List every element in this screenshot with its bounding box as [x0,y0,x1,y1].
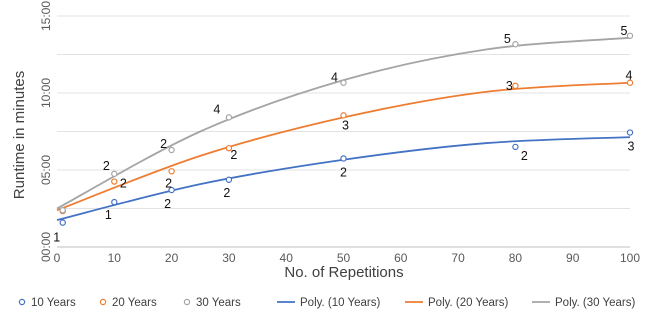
data-label: 1 [105,208,112,222]
data-point-s3 [111,170,118,178]
trendline-2 [56,81,631,212]
data-label: 2 [164,197,171,211]
x-tick-label: 30 [222,251,236,265]
data-label: 4 [213,102,220,116]
data-point-s3 [168,146,175,154]
data-point-s3 [225,114,233,121]
legend-label: Poly. (30 Years) [555,297,636,309]
grid-layer [57,15,630,248]
y-tick-label: 10:00 [39,78,53,108]
data-label: 5 [621,24,628,38]
data-label: 5 [504,32,511,46]
data-label: 1 [53,231,60,245]
legend: 10 Years 20 Years 30 Years Poly. (10 Years)… [18,297,636,309]
data-point-s1 [512,143,519,151]
data-label: 3 [628,140,635,154]
data-label: 2 [103,159,110,173]
legend-label: Poly. (10 Years) [300,297,381,309]
data-label: 2 [230,148,237,162]
data-point-s1 [59,219,66,226]
data-label: 2 [521,149,528,163]
data-point-s1 [111,198,118,206]
x-tick-label: 20 [165,251,179,265]
data-label: 2 [160,137,167,151]
legend-marker [18,298,26,306]
y-tick-label: 00:00 [39,232,53,262]
data-point-s2 [225,144,233,152]
x-axis-title: No. of Repetitions [284,264,403,281]
legend-label: 20 Years [112,297,157,309]
data-point-s2 [111,178,118,185]
legend-label: 30 Years [196,297,241,309]
axis-layer: 0 10 20 30 40 50 60 70 80 90 100 00:00 05:00 10:00 15:… [39,1,640,265]
data-label: 2 [165,176,172,190]
data-point-s3 [340,79,347,86]
data-point-s1 [626,129,634,136]
data-point-s2 [168,168,175,175]
data-point-s2 [340,112,347,119]
legend-marker [99,298,107,306]
data-point-s2 [512,82,519,90]
x-tick-label: 60 [394,251,408,265]
point-layer [59,32,634,226]
data-label: 3 [506,79,513,93]
x-tick-label: 10 [108,251,122,265]
legend-label: Poly. (20 Years) [428,297,509,309]
x-tick-label: 100 [620,251,640,265]
x-tick-label: 80 [509,251,523,265]
y-tick-label: 15:00 [39,1,53,31]
legend-marker [183,298,191,306]
legend-label: 10 Years [31,297,76,309]
data-label: 2 [340,165,347,179]
data-point-s2 [626,79,634,86]
x-tick-label: 40 [280,251,294,265]
x-tick-label: 90 [566,251,580,265]
x-tick-label: 0 [54,251,61,265]
y-tick-label: 05:00 [39,155,53,185]
data-label: 3 [342,118,349,132]
x-tick-label: 70 [451,251,465,265]
data-point-s1 [168,186,175,194]
x-tick-label: 50 [337,251,351,265]
data-label: 4 [331,71,338,85]
data-point-s3 [512,41,519,48]
data-point-s1 [340,155,347,162]
data-point-s3 [59,207,66,214]
data-label: 2 [223,186,230,200]
y-axis-title: Runtime in minutes [11,71,28,199]
data-label: 2 [120,177,127,191]
data-label: 4 [626,69,633,83]
data-point-s1 [225,176,233,183]
data-point-s3 [626,32,634,39]
